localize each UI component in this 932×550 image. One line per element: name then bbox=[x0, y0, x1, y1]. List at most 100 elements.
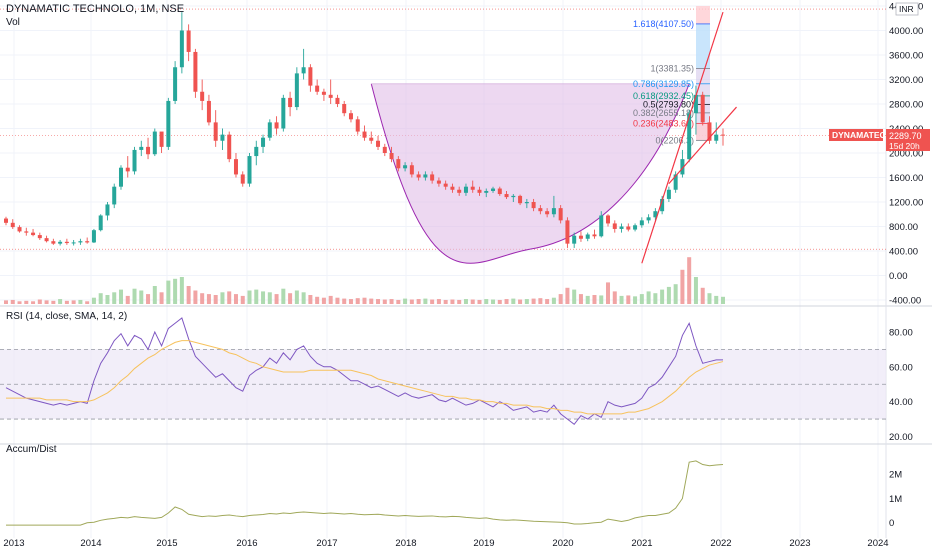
candle-body[interactable] bbox=[179, 30, 184, 68]
candle-body[interactable] bbox=[132, 149, 137, 172]
candle-body[interactable] bbox=[206, 100, 211, 123]
candle-body[interactable] bbox=[599, 215, 604, 237]
volume-bar[interactable] bbox=[308, 295, 313, 304]
candle-body[interactable] bbox=[159, 131, 164, 147]
candle-body[interactable] bbox=[619, 226, 624, 229]
volume-bar[interactable] bbox=[200, 293, 205, 304]
candle-body[interactable] bbox=[288, 97, 293, 108]
candle-body[interactable] bbox=[680, 159, 685, 175]
candle-body[interactable] bbox=[693, 94, 698, 114]
candle-body[interactable] bbox=[450, 186, 455, 190]
volume-bar[interactable] bbox=[173, 278, 178, 304]
candle-body[interactable] bbox=[673, 174, 678, 190]
volume-bar[interactable] bbox=[71, 300, 76, 304]
candle-body[interactable] bbox=[362, 131, 367, 138]
volume-bar[interactable] bbox=[551, 297, 556, 304]
rsi-ma-line[interactable] bbox=[6, 340, 724, 415]
volume-bar[interactable] bbox=[599, 295, 604, 304]
volume-bar[interactable] bbox=[125, 295, 130, 304]
volume-bar[interactable] bbox=[118, 289, 123, 304]
rsi-pane[interactable] bbox=[0, 317, 886, 426]
candle-body[interactable] bbox=[4, 218, 8, 223]
candle-body[interactable] bbox=[470, 186, 475, 190]
trendline-lower[interactable] bbox=[641, 11, 724, 264]
candle-body[interactable] bbox=[233, 159, 238, 175]
candle-body[interactable] bbox=[227, 134, 232, 160]
volume-bar[interactable] bbox=[484, 299, 489, 304]
volume-bar[interactable] bbox=[348, 299, 353, 304]
volume-bar[interactable] bbox=[362, 297, 367, 304]
volume-bar[interactable] bbox=[335, 297, 340, 304]
volume-bar[interactable] bbox=[288, 293, 293, 304]
volume-bar[interactable] bbox=[342, 298, 347, 304]
candle-body[interactable] bbox=[639, 220, 644, 226]
candle-body[interactable] bbox=[261, 137, 266, 147]
volume-bar[interactable] bbox=[186, 286, 191, 304]
candle-body[interactable] bbox=[342, 104, 347, 114]
volume-bar[interactable] bbox=[687, 257, 692, 304]
volume-bar[interactable] bbox=[376, 299, 381, 304]
candle-body[interactable] bbox=[146, 146, 151, 155]
volume-bar[interactable] bbox=[220, 292, 225, 304]
volume-bar[interactable] bbox=[700, 287, 705, 304]
volume-bar[interactable] bbox=[85, 301, 90, 304]
candle-body[interactable] bbox=[355, 119, 360, 132]
candle-body[interactable] bbox=[511, 195, 516, 198]
volume-bar[interactable] bbox=[301, 292, 306, 304]
candle-body[interactable] bbox=[518, 195, 523, 204]
volume-bar[interactable] bbox=[112, 292, 117, 304]
candle-body[interactable] bbox=[633, 225, 638, 230]
volume-bar[interactable] bbox=[491, 299, 496, 305]
candle-body[interactable] bbox=[457, 189, 462, 193]
volume-bar[interactable] bbox=[17, 301, 22, 304]
candle-body[interactable] bbox=[504, 194, 509, 198]
candle-body[interactable] bbox=[430, 174, 435, 181]
price-pane[interactable]: 1.618(4107.50) 1(3381.35) 0.786(3129.85) 0.… bbox=[0, 6, 886, 304]
volume-bar[interactable] bbox=[152, 286, 157, 304]
candle-body[interactable] bbox=[254, 146, 259, 157]
candle-body[interactable] bbox=[612, 223, 617, 229]
candle-body[interactable] bbox=[416, 174, 421, 178]
volume-bar[interactable] bbox=[396, 299, 401, 304]
volume-bar[interactable] bbox=[680, 269, 685, 304]
candle-body[interactable] bbox=[267, 122, 272, 138]
candle-body[interactable] bbox=[396, 159, 401, 169]
candle-body[interactable] bbox=[369, 137, 374, 141]
candle-body[interactable] bbox=[477, 189, 482, 193]
volume-bar[interactable] bbox=[261, 291, 266, 304]
volume-bar[interactable] bbox=[538, 298, 543, 304]
volume-bar[interactable] bbox=[423, 298, 428, 304]
candle-body[interactable] bbox=[173, 67, 178, 101]
candle-body[interactable] bbox=[423, 174, 428, 178]
candle-body[interactable] bbox=[17, 227, 22, 232]
volume-bar[interactable] bbox=[558, 294, 563, 304]
candle-body[interactable] bbox=[335, 97, 340, 104]
volume-bar[interactable] bbox=[673, 284, 678, 304]
volume-bar[interactable] bbox=[328, 295, 333, 304]
volume-bar[interactable] bbox=[64, 300, 69, 304]
volume-bar[interactable] bbox=[247, 290, 252, 305]
candle-body[interactable] bbox=[328, 94, 333, 98]
volume-bar[interactable] bbox=[227, 291, 232, 304]
volume-bar[interactable] bbox=[91, 297, 96, 304]
candle-body[interactable] bbox=[403, 165, 408, 169]
volume-bar[interactable] bbox=[626, 295, 631, 304]
candle-body[interactable] bbox=[166, 100, 171, 147]
volume-bar[interactable] bbox=[403, 298, 408, 304]
candle-body[interactable] bbox=[105, 204, 110, 216]
volume-bar[interactable] bbox=[585, 295, 590, 304]
cup-pattern-curve[interactable] bbox=[370, 83, 690, 264]
candle-body[interactable] bbox=[565, 220, 570, 244]
candle-body[interactable] bbox=[200, 91, 205, 101]
candle-body[interactable] bbox=[585, 234, 590, 239]
volume-bar[interactable] bbox=[159, 292, 164, 304]
volume-bar[interactable] bbox=[274, 294, 279, 304]
candle-body[interactable] bbox=[389, 153, 394, 160]
candle-body[interactable] bbox=[660, 198, 665, 212]
volume-bar[interactable] bbox=[606, 282, 611, 304]
volume-bar[interactable] bbox=[389, 299, 394, 304]
volume-bar[interactable] bbox=[457, 299, 462, 304]
candle-body[interactable] bbox=[98, 215, 103, 231]
candle-body[interactable] bbox=[626, 226, 631, 230]
volume-bar[interactable] bbox=[382, 299, 387, 305]
